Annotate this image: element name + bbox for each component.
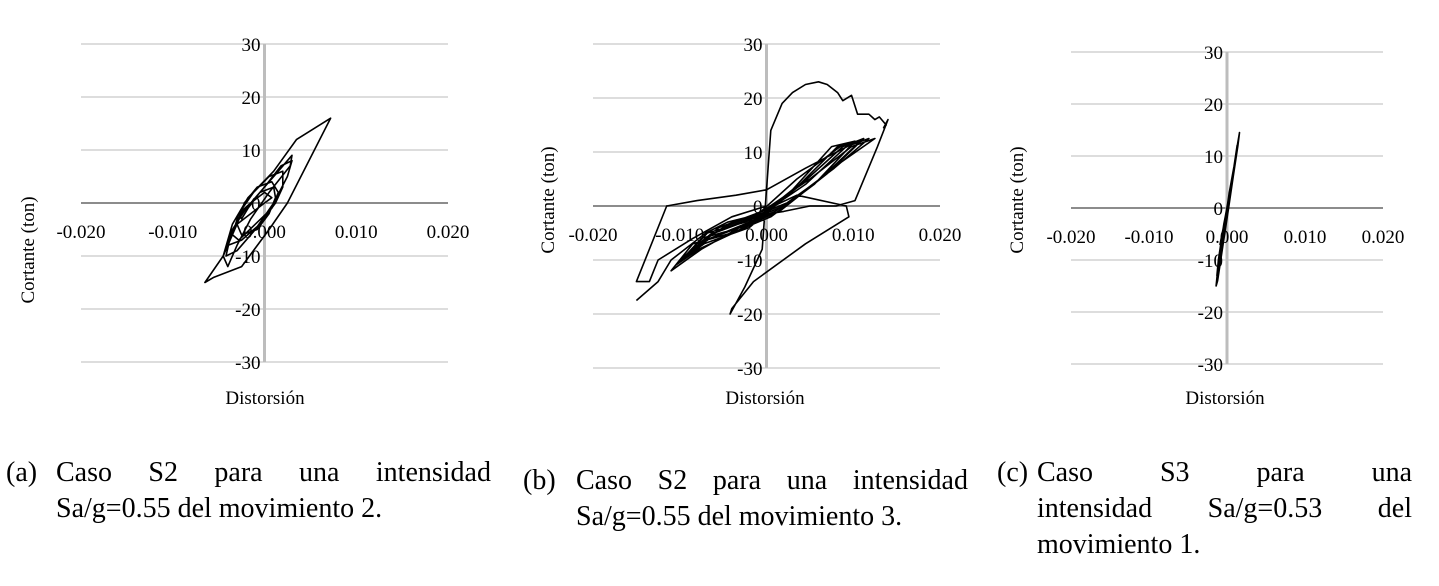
caption-tag: (b) bbox=[523, 465, 556, 496]
x-tick-label: -0.010 bbox=[1124, 227, 1173, 248]
y-tick-label: 10 bbox=[1204, 147, 1223, 168]
caption-line: Caso S2 para una intensidad bbox=[56, 457, 491, 488]
chart-panel-b: 30 20 10 0 -10 -20 -30 -0.020 -0.010 0.000 0.010 0.… bbox=[538, 35, 961, 409]
y-tick-label: 0 bbox=[1214, 199, 1224, 220]
x-tick-label: 0.020 bbox=[427, 222, 470, 243]
y-axis-label: Cortante (ton) bbox=[1007, 146, 1028, 253]
x-tick-label: 0.000 bbox=[745, 225, 788, 246]
caption-line: Caso S2 para una intensidad bbox=[576, 465, 968, 496]
x-tick-label: -0.020 bbox=[56, 222, 105, 243]
y-tick-label: -10 bbox=[737, 251, 762, 272]
y-tick-label: -30 bbox=[737, 359, 762, 380]
y-tick-label: 20 bbox=[1204, 95, 1223, 116]
caption-line: Sa/g=0.55 del movimiento 3. bbox=[576, 501, 903, 532]
y-tick-label: 30 bbox=[242, 35, 261, 56]
y-tick-label: 0 bbox=[753, 197, 763, 218]
y-tick-label: -10 bbox=[235, 247, 260, 268]
y-tick-label: 30 bbox=[1204, 43, 1223, 64]
caption-b: (b) Caso S2 para una intensidad Sa/g=0.5… bbox=[523, 463, 968, 543]
x-tick-label: -0.010 bbox=[655, 225, 704, 246]
y-axis-label: Cortante (ton) bbox=[538, 146, 559, 253]
x-tick-label: 0.010 bbox=[832, 225, 875, 246]
x-axis-label: Distorsión bbox=[225, 388, 305, 409]
y-tick-label: -30 bbox=[1198, 355, 1223, 376]
y-tick-label: -20 bbox=[737, 305, 762, 326]
x-tick-label: 0.010 bbox=[1284, 227, 1327, 248]
series-line bbox=[635, 81, 889, 315]
x-tick-label: -0.010 bbox=[148, 222, 197, 243]
caption-line: Sa/g=0.55 del movimiento 2. bbox=[56, 493, 383, 524]
x-axis-label: Distorsión bbox=[725, 388, 805, 409]
y-axis-label: Cortante (ton) bbox=[18, 196, 39, 303]
caption-line: intensidad Sa/g=0.53 del bbox=[1037, 493, 1412, 524]
series-line bbox=[204, 117, 332, 284]
y-tick-label: -20 bbox=[1198, 303, 1223, 324]
y-tick-label: 10 bbox=[242, 141, 261, 162]
y-tick-label: -20 bbox=[235, 300, 260, 321]
x-axis-label: Distorsión bbox=[1185, 388, 1265, 409]
chart-panel-a: 30 20 10 0 -10 -20 -30 -0.020 -0.010 0.000 0.010 0.… bbox=[18, 35, 469, 409]
x-tick-label: 0.010 bbox=[335, 222, 378, 243]
caption-line: Caso S3 para una bbox=[1037, 457, 1412, 488]
caption-c: (c) Caso S3 para una intensidad Sa/g=0.5… bbox=[997, 455, 1417, 575]
x-tick-label: 0.000 bbox=[243, 222, 286, 243]
y-tick-label: 30 bbox=[744, 35, 763, 56]
x-tick-label: -0.020 bbox=[568, 225, 617, 246]
x-tick-label: 0.020 bbox=[1362, 227, 1405, 248]
y-tick-label: -10 bbox=[1198, 251, 1223, 272]
x-tick-label: 0.020 bbox=[919, 225, 962, 246]
y-tick-label: 20 bbox=[744, 89, 763, 110]
chart-panel-c: 30 20 10 0 -10 -20 -30 -0.020 -0.010 0.000 0.010 0.… bbox=[1007, 43, 1404, 409]
x-tick-label: -0.020 bbox=[1046, 227, 1095, 248]
caption-a: (a) Caso S2 para una intensidad Sa/g=0.5… bbox=[6, 455, 491, 535]
y-tick-label: 10 bbox=[744, 143, 763, 164]
caption-tag: (a) bbox=[6, 457, 38, 488]
x-tick-label: 0.000 bbox=[1206, 227, 1249, 248]
caption-line: movimiento 1. bbox=[1037, 529, 1201, 560]
series-line bbox=[1215, 131, 1241, 287]
caption-tag: (c) bbox=[997, 457, 1029, 488]
y-tick-label: -30 bbox=[235, 353, 260, 374]
y-tick-label: 0 bbox=[251, 194, 261, 215]
y-tick-label: 20 bbox=[242, 88, 261, 109]
